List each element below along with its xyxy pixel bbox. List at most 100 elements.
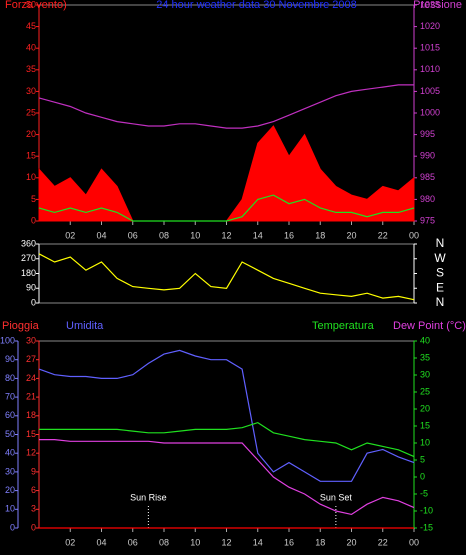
x-tick-label: 08 bbox=[159, 537, 169, 547]
tick-label: 21 bbox=[26, 391, 36, 401]
tick-label: 90 bbox=[5, 354, 15, 364]
annotation: Sun Rise bbox=[130, 492, 167, 502]
tick-label: 995 bbox=[420, 129, 435, 139]
axis-label: Pioggia bbox=[2, 320, 40, 332]
tick-label: 90 bbox=[26, 283, 36, 293]
x-tick-label: 02 bbox=[65, 537, 75, 547]
tick-label: 3 bbox=[31, 504, 36, 514]
tick-label: 30 bbox=[420, 369, 430, 379]
x-tick-label: 10 bbox=[190, 537, 200, 547]
x-tick-label: 14 bbox=[253, 230, 263, 240]
x-tick-label: 08 bbox=[159, 230, 169, 240]
x-tick-label: 22 bbox=[378, 230, 388, 240]
tick-label: 45 bbox=[26, 21, 36, 31]
tick-label: 35 bbox=[420, 352, 430, 362]
tick-label: 27 bbox=[26, 354, 36, 364]
tick-label: 0 bbox=[420, 471, 425, 481]
tick-label: 10 bbox=[5, 504, 15, 514]
tick-label: 20 bbox=[420, 403, 430, 413]
tick-label: 0 bbox=[10, 522, 15, 532]
tick-label: 35 bbox=[26, 64, 36, 74]
tick-label: 20 bbox=[26, 129, 36, 139]
tick-label: 6 bbox=[31, 485, 36, 495]
tick-label: 10 bbox=[26, 172, 36, 182]
tick-label: 50 bbox=[5, 429, 15, 439]
tick-label: 0 bbox=[31, 522, 36, 532]
tick-label: 270 bbox=[21, 253, 36, 263]
x-tick-label: 06 bbox=[128, 230, 138, 240]
tick-label: 15 bbox=[26, 429, 36, 439]
chart-title: 24 hour weather data 30 Novembre 2008 bbox=[156, 0, 357, 11]
tick-label: 985 bbox=[420, 172, 435, 182]
tick-label: 40 bbox=[5, 448, 15, 458]
tick-label: 80 bbox=[5, 373, 15, 383]
tick-label: E bbox=[436, 280, 444, 294]
tick-label: 990 bbox=[420, 151, 435, 161]
tick-label: 12 bbox=[26, 448, 36, 458]
axis-label: Pressione bbox=[413, 0, 462, 11]
x-tick-label: 14 bbox=[253, 537, 263, 547]
x-tick-label: 00 bbox=[409, 537, 419, 547]
x-tick-label: 18 bbox=[315, 537, 325, 547]
tick-label: 15 bbox=[420, 420, 430, 430]
series-area bbox=[38, 125, 415, 222]
x-tick-label: 00 bbox=[409, 230, 419, 240]
x-tick-label: 04 bbox=[96, 537, 106, 547]
tick-label: 1010 bbox=[420, 64, 440, 74]
tick-label: 18 bbox=[26, 410, 36, 420]
tick-label: 0 bbox=[31, 215, 36, 225]
tick-label: 30 bbox=[5, 466, 15, 476]
x-tick-label: 16 bbox=[284, 230, 294, 240]
x-tick-label: 20 bbox=[346, 230, 356, 240]
x-tick-label: 20 bbox=[346, 537, 356, 547]
tick-label: 975 bbox=[420, 215, 435, 225]
tick-label: 980 bbox=[420, 194, 435, 204]
x-tick-label: 10 bbox=[190, 230, 200, 240]
tick-label: 100 bbox=[0, 335, 15, 345]
tick-label: -10 bbox=[420, 505, 433, 515]
tick-label: 30 bbox=[26, 335, 36, 345]
tick-label: 40 bbox=[420, 335, 430, 345]
x-tick-label: 12 bbox=[221, 230, 231, 240]
tick-label: 10 bbox=[420, 437, 430, 447]
tick-label: 70 bbox=[5, 391, 15, 401]
tick-label: -5 bbox=[420, 488, 428, 498]
tick-label: N bbox=[436, 295, 445, 309]
tick-label: 9 bbox=[31, 466, 36, 476]
annotation: Sun Set bbox=[320, 492, 353, 502]
tick-label: N bbox=[436, 236, 445, 250]
tick-label: 1000 bbox=[420, 107, 440, 117]
tick-label: 5 bbox=[420, 454, 425, 464]
tick-label: 1005 bbox=[420, 86, 440, 96]
tick-label: 1020 bbox=[420, 21, 440, 31]
axis-label: Forza vento) bbox=[5, 0, 67, 11]
tick-label: 25 bbox=[420, 386, 430, 396]
series-line bbox=[39, 439, 415, 516]
tick-label: 5 bbox=[31, 194, 36, 204]
series-line bbox=[38, 194, 415, 222]
x-tick-label: 06 bbox=[128, 537, 138, 547]
tick-label: W bbox=[434, 251, 446, 265]
tick-label: 50 bbox=[26, 0, 36, 9]
tick-label: 60 bbox=[5, 410, 15, 420]
x-tick-label: 16 bbox=[284, 537, 294, 547]
x-tick-label: 04 bbox=[96, 230, 106, 240]
tick-label: -15 bbox=[420, 522, 433, 532]
x-tick-label: 02 bbox=[65, 230, 75, 240]
tick-label: 180 bbox=[21, 268, 36, 278]
series-line bbox=[38, 253, 415, 301]
tick-label: 15 bbox=[26, 151, 36, 161]
tick-label: 20 bbox=[5, 485, 15, 495]
x-tick-label: 22 bbox=[378, 537, 388, 547]
axis-label: Temperatura bbox=[312, 320, 375, 332]
tick-label: 40 bbox=[26, 43, 36, 53]
tick-label: 1025 bbox=[420, 0, 440, 9]
series-line bbox=[38, 349, 415, 482]
tick-label: 30 bbox=[26, 86, 36, 96]
x-tick-label: 18 bbox=[315, 230, 325, 240]
axis-label: Umidita bbox=[66, 320, 104, 332]
tick-label: 25 bbox=[26, 107, 36, 117]
tick-label: 24 bbox=[26, 373, 36, 383]
